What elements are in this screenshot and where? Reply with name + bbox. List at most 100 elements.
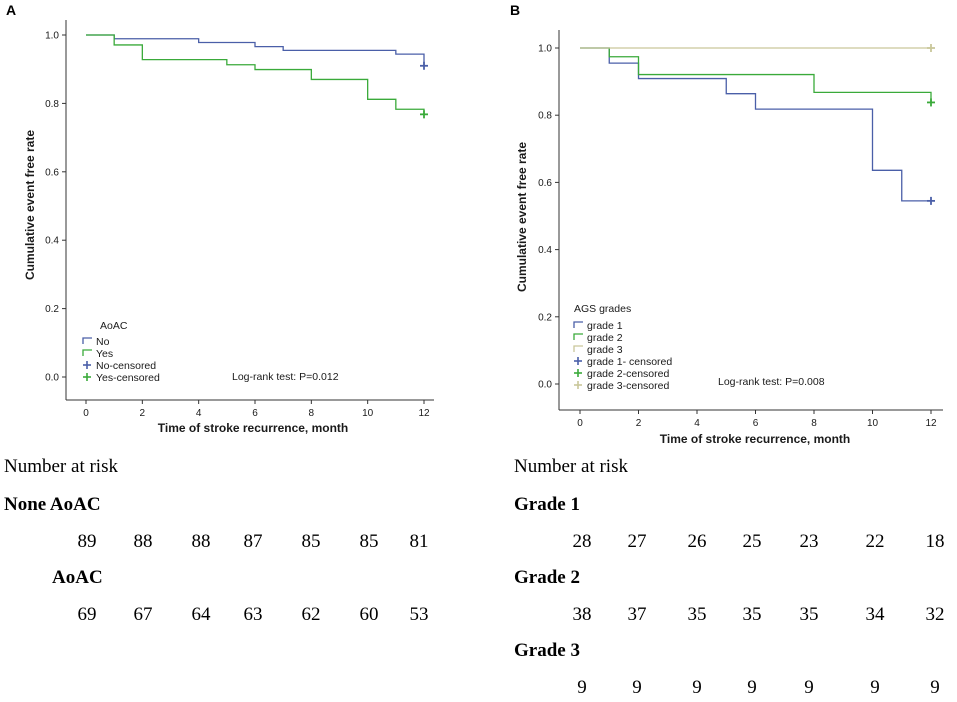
- risk-count: 9: [632, 677, 642, 699]
- risk-count: 22: [866, 531, 885, 553]
- risk-table-b-heading: Number at risk: [514, 456, 628, 478]
- risk-count: 26: [688, 531, 707, 553]
- censor-mark: [927, 197, 935, 205]
- x-tick-label: 4: [694, 418, 700, 429]
- legend-symbol: [574, 381, 582, 389]
- panel-b-label: B: [510, 2, 520, 18]
- legend-symbol: [574, 369, 582, 377]
- panel-a-xlabel: Time of stroke recurrence, month: [158, 421, 349, 435]
- legend-symbol: [574, 346, 583, 352]
- censor-mark: [420, 110, 428, 118]
- x-tick-label: 6: [252, 408, 258, 419]
- panel-b-plot-area: 0.00.20.40.60.81.00 2 4 6 8 10 12grade 1grade …: [538, 30, 943, 429]
- risk-count: 81: [410, 531, 429, 553]
- x-tick-label: 8: [811, 418, 817, 429]
- x-tick-label: 12: [418, 408, 430, 419]
- y-tick-label: 0.6: [45, 167, 59, 178]
- legend-label: grade 2: [587, 332, 623, 344]
- risk-count: 38: [573, 604, 592, 626]
- panel-a-ylabel: Cumulative event free rate: [23, 130, 37, 280]
- legend-label: No: [96, 336, 110, 348]
- panel-a-legend-title: AoAC: [100, 320, 128, 332]
- risk-count: 35: [743, 604, 762, 626]
- risk-table-a-group-2-label: AoAC: [52, 567, 103, 589]
- y-tick-label: 1.0: [538, 44, 552, 55]
- risk-count: 67: [134, 604, 153, 626]
- legend-label: grade 2-censored: [587, 368, 669, 380]
- legend-symbol: [83, 373, 91, 381]
- risk-count: 60: [360, 604, 379, 626]
- legend-symbol: [83, 338, 92, 344]
- risk-count: 9: [692, 677, 702, 699]
- risk-count: 9: [747, 677, 757, 699]
- panel-b-ylabel: Cumulative event free rate: [515, 142, 529, 292]
- legend-label: No-censored: [96, 360, 156, 372]
- risk-count: 37: [628, 604, 647, 626]
- censor-mark: [927, 44, 935, 52]
- risk-count: 34: [866, 604, 885, 626]
- risk-count: 28: [573, 531, 592, 553]
- legend-symbol: [83, 361, 91, 369]
- risk-count: 85: [302, 531, 321, 553]
- y-tick-label: 0.2: [538, 312, 552, 323]
- risk-count: 18: [926, 531, 945, 553]
- y-tick-label: 0.8: [45, 99, 59, 110]
- series-line-grade-1: [580, 48, 931, 201]
- risk-count: 63: [244, 604, 263, 626]
- risk-count: 9: [577, 677, 587, 699]
- x-tick-label: 10: [867, 418, 879, 429]
- panel-a-label: A: [6, 2, 16, 18]
- y-tick-label: 0.0: [45, 373, 59, 384]
- legend-symbol: [574, 322, 583, 328]
- risk-count: 88: [192, 531, 211, 553]
- risk-count: 69: [78, 604, 97, 626]
- panel-a-chart: A 0.0 0.2 0.4 0.6 0.8 1.0 0 2 4 6 8 10 12 NoYesNo-cen…: [0, 0, 478, 450]
- risk-count: 23: [800, 531, 819, 553]
- y-tick-label: 0.6: [538, 178, 552, 189]
- x-tick-label: 6: [753, 418, 759, 429]
- legend-symbol: [574, 357, 582, 365]
- risk-count: 25: [743, 531, 762, 553]
- risk-count: 9: [804, 677, 814, 699]
- risk-count: 87: [244, 531, 263, 553]
- risk-table-b-group-2-label: Grade 2: [514, 567, 580, 589]
- legend-label: grade 1: [587, 320, 623, 332]
- x-tick-label: 2: [140, 408, 146, 419]
- censor-mark: [420, 62, 428, 70]
- risk-count: 9: [930, 677, 940, 699]
- panel-a-plot-area: 0.0 0.2 0.4 0.6 0.8 1.0 0 2 4 6 8 10 12 NoYesNo-censo…: [45, 20, 434, 419]
- risk-table-b-group-3-label: Grade 3: [514, 640, 580, 662]
- legend-symbol: [574, 334, 583, 340]
- legend-label: grade 1- censored: [587, 356, 672, 368]
- x-tick-label: 8: [309, 408, 315, 419]
- series-line-no: [86, 35, 424, 66]
- risk-count: 89: [78, 531, 97, 553]
- x-tick-label: 4: [196, 408, 202, 419]
- risk-count: 27: [628, 531, 647, 553]
- risk-table-a-heading: Number at risk: [4, 456, 118, 478]
- risk-count: 35: [688, 604, 707, 626]
- risk-count: 62: [302, 604, 321, 626]
- panel-a-logrank-annotation: Log-rank test: P=0.012: [232, 371, 339, 383]
- legend-symbol: [83, 350, 92, 356]
- x-tick-label: 0: [577, 418, 583, 429]
- x-tick-label: 10: [362, 408, 374, 419]
- y-tick-label: 0.4: [45, 236, 59, 247]
- risk-table-a-group-1-label: None AoAC: [4, 494, 101, 516]
- risk-count: 64: [192, 604, 211, 626]
- risk-count: 53: [410, 604, 429, 626]
- y-tick-label: 0.4: [538, 245, 552, 256]
- risk-count: 85: [360, 531, 379, 553]
- x-tick-label: 2: [636, 418, 642, 429]
- y-tick-label: 1.0: [45, 31, 59, 42]
- panel-b-logrank-annotation: Log-rank test: P=0.008: [718, 376, 825, 388]
- censor-mark: [927, 98, 935, 106]
- legend-label: Yes-censored: [96, 372, 160, 384]
- panel-b-xlabel: Time of stroke recurrence, month: [660, 432, 851, 446]
- y-tick-label: 0.2: [45, 304, 59, 315]
- risk-count: 9: [870, 677, 880, 699]
- risk-table-b-group-1-label: Grade 1: [514, 494, 580, 516]
- x-tick-label: 0: [83, 408, 89, 419]
- x-tick-label: 12: [925, 418, 937, 429]
